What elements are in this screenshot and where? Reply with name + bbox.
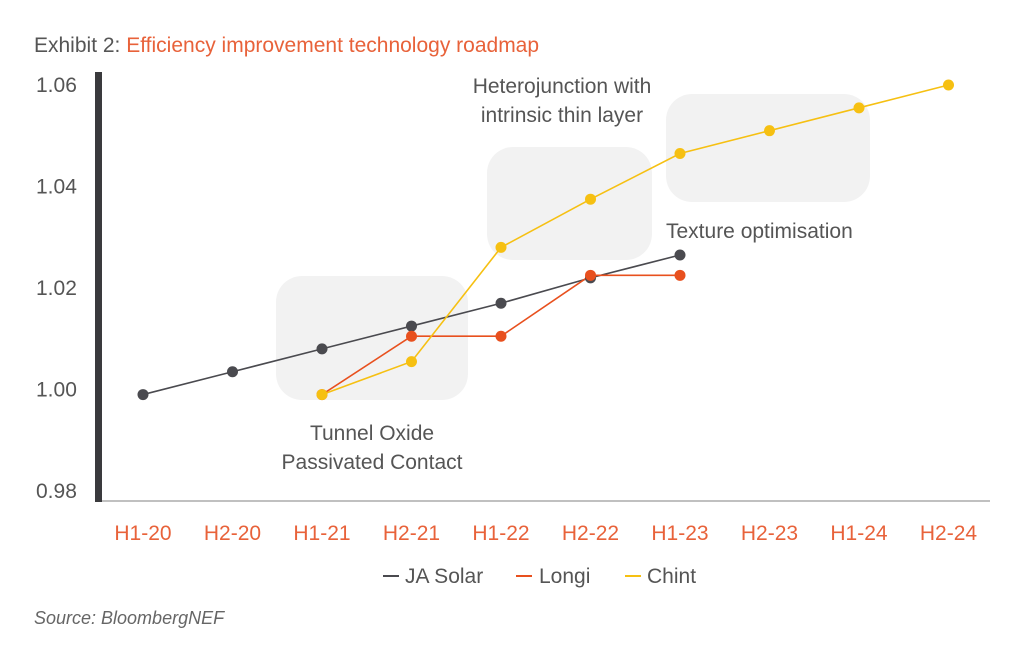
- annotation-label-1: Tunnel Oxide Passivated Contact: [282, 422, 463, 474]
- x-tick-label: H1-21: [293, 522, 350, 545]
- data-point-chint: [585, 193, 596, 205]
- annotation-line: Texture optimisation: [666, 220, 853, 243]
- data-point-ja-solar: [137, 389, 149, 401]
- data-point-longi: [495, 330, 507, 342]
- data-point-longi: [585, 269, 596, 281]
- x-tick-label: H1-20: [114, 522, 171, 545]
- x-tick-label: H2-22: [562, 522, 619, 545]
- data-point-chint: [674, 148, 686, 160]
- x-tick-label: H2-24: [920, 522, 978, 545]
- annotation-line: intrinsic thin layer: [481, 104, 643, 127]
- x-tick-label: H2-20: [204, 522, 261, 545]
- data-point-chint: [853, 102, 865, 114]
- annotation-label-2: Heterojunction with intrinsic thin layer: [473, 75, 652, 127]
- y-tick-label: 1.06: [36, 74, 77, 97]
- y-tick-label: 1.04: [36, 176, 77, 199]
- annotation-line: Tunnel Oxide: [310, 422, 434, 445]
- data-point-ja-solar: [674, 249, 686, 261]
- annotation-box-3: [666, 94, 870, 202]
- legend-label-ja-solar: JA Solar: [405, 565, 483, 588]
- annotation-label-3: Texture optimisation: [666, 220, 853, 243]
- legend-label-chint: Chint: [647, 565, 696, 588]
- chart-title: Exhibit 2: Efficiency improvement techno…: [34, 34, 539, 58]
- data-point-chint: [316, 389, 328, 401]
- data-point-longi: [406, 330, 417, 342]
- annotation-box-1: [276, 276, 468, 400]
- title-lead: Exhibit 2:: [34, 34, 127, 57]
- source-note: Source: BloombergNEF: [34, 608, 225, 628]
- y-tick-label: 1.02: [36, 277, 77, 300]
- annotation-line: Heterojunction with: [473, 75, 652, 98]
- data-point-ja-solar: [227, 366, 238, 378]
- data-point-chint: [764, 125, 775, 137]
- data-point-ja-solar: [406, 320, 417, 332]
- legend-label-longi: Longi: [539, 565, 590, 588]
- series-line-chint: [321, 84, 949, 396]
- data-point-chint: [495, 241, 507, 253]
- x-tick-label: H1-24: [830, 522, 888, 545]
- data-point-ja-solar: [316, 343, 328, 355]
- data-point-longi: [674, 269, 686, 281]
- data-point-ja-solar: [495, 297, 507, 309]
- x-tick-label: H1-22: [472, 522, 529, 545]
- x-tick-label: H2-23: [741, 522, 798, 545]
- y-tick-label: 0.98: [36, 480, 77, 503]
- annotation-line: Passivated Contact: [282, 451, 463, 474]
- y-tick-label: 1.00: [36, 379, 77, 402]
- x-tick-label: H2-21: [383, 522, 440, 545]
- data-point-chint: [406, 356, 417, 368]
- x-tick-label: H1-23: [651, 522, 708, 545]
- y-axis-bar: [95, 72, 102, 502]
- annotation-box-2: [487, 147, 652, 260]
- data-point-chint: [943, 79, 954, 91]
- title-main: Efficiency improvement technology roadma…: [126, 34, 540, 57]
